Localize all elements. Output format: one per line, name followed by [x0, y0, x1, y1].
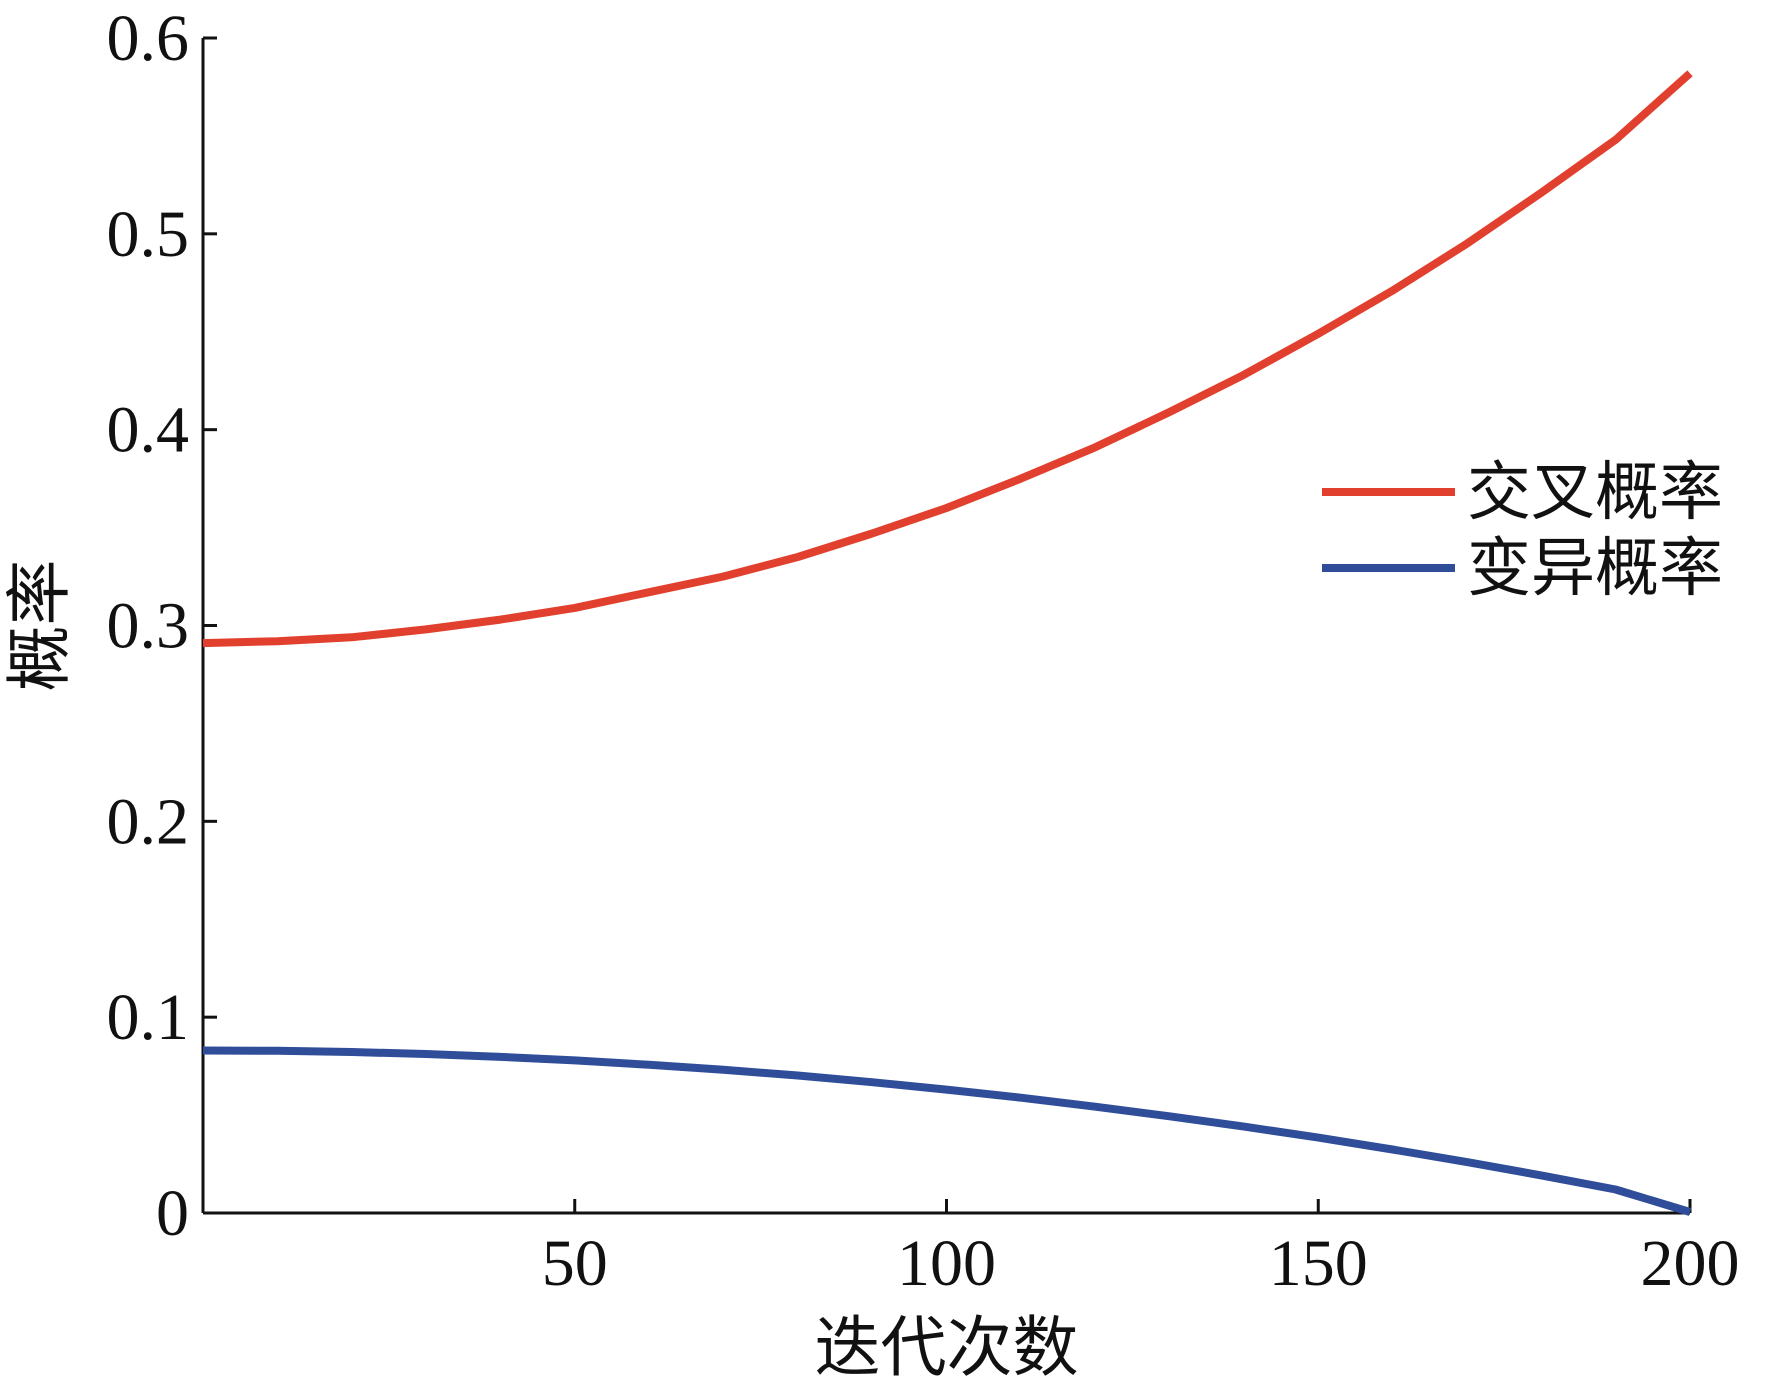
y-tick-label: 0.2 [107, 785, 190, 858]
x-tick-label: 50 [542, 1227, 608, 1300]
legend-label-1: 交叉概率 [1467, 456, 1723, 530]
x-tick-label: 150 [1269, 1227, 1368, 1300]
axes: 0 0.1 0.2 0.3 0.4 0.5 0.6 50 100 150 200 [107, 2, 1740, 1300]
legend-label-2: 变异概率 [1467, 532, 1723, 606]
series-line-1 [202, 70, 1693, 648]
x-axis-title: 迭代次数 [815, 1309, 1079, 1377]
y-tick-label: 0.4 [107, 394, 190, 467]
y-tick-label: 0.5 [107, 198, 190, 271]
y-tick-label: 0 [156, 1177, 189, 1250]
series-line-2 [202, 1046, 1692, 1216]
series-lines [202, 70, 1693, 1216]
y-tick-label: 0.1 [107, 981, 190, 1054]
y-tick-label: 0.6 [107, 2, 190, 75]
x-tick-label: 200 [1641, 1227, 1740, 1300]
y-axis-title: 概率 [1, 560, 78, 692]
x-tick-label: 100 [897, 1227, 996, 1300]
y-tick-label: 0.3 [107, 590, 190, 663]
